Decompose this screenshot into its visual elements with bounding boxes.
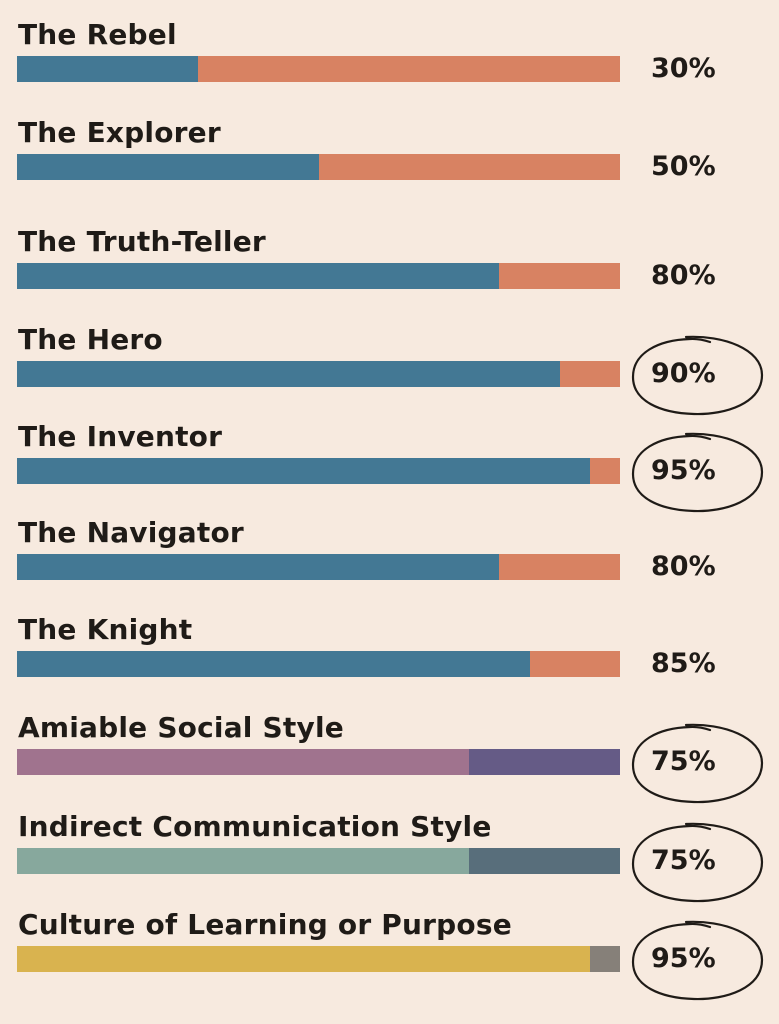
category-label: The Truth-Teller — [18, 225, 266, 258]
bar-row: Indirect Communication Style 75% — [0, 810, 779, 903]
bar-track — [17, 554, 620, 580]
bar-remainder-segment — [319, 154, 620, 180]
hand-drawn-circle — [631, 920, 764, 1001]
bar-row: The Inventor 95% — [0, 420, 779, 513]
hand-drawn-circle — [631, 432, 764, 513]
category-label: The Explorer — [18, 116, 221, 149]
bar-row: The Truth-Teller 80% — [0, 225, 779, 315]
bar-row: The Navigator 80% — [0, 516, 779, 606]
bar-remainder-segment — [499, 263, 620, 289]
bar-track — [17, 946, 620, 972]
bar-value-segment — [17, 154, 319, 180]
circle-stroke — [631, 723, 764, 804]
category-label: The Knight — [18, 613, 193, 646]
value-label: 30% — [651, 53, 716, 84]
category-label: Amiable Social Style — [18, 711, 344, 744]
bar-value-segment — [17, 458, 590, 484]
bar-value-segment — [17, 56, 198, 82]
hand-drawn-circle — [631, 335, 764, 416]
category-label: The Hero — [18, 323, 163, 356]
bar-value-segment — [17, 848, 469, 874]
bar-remainder-segment — [469, 749, 620, 775]
bar-row: Amiable Social Style 75% — [0, 711, 779, 804]
bar-row: The Knight 85% — [0, 613, 779, 703]
bar-value-segment — [17, 361, 560, 387]
bar-track — [17, 848, 620, 874]
value-label: 95% — [651, 455, 716, 486]
bar-track — [17, 154, 620, 180]
bar-track — [17, 263, 620, 289]
category-label: The Navigator — [18, 516, 244, 549]
circle-stroke — [631, 822, 764, 903]
category-label: The Rebel — [18, 18, 177, 51]
category-label: The Inventor — [18, 420, 223, 453]
circle-stroke — [631, 920, 764, 1001]
bar-row: The Rebel 30% — [0, 18, 779, 108]
value-label: 90% — [651, 358, 716, 389]
bar-remainder-segment — [560, 361, 620, 387]
bar-track — [17, 749, 620, 775]
value-label: 85% — [651, 648, 716, 679]
bar-remainder-segment — [590, 458, 620, 484]
bar-track — [17, 458, 620, 484]
bar-remainder-segment — [499, 554, 620, 580]
bar-row: The Hero 90% — [0, 323, 779, 416]
category-label: Culture of Learning or Purpose — [18, 908, 512, 941]
bar-track — [17, 651, 620, 677]
bar-value-segment — [17, 263, 499, 289]
value-label: 80% — [651, 260, 716, 291]
hand-drawn-circle — [631, 723, 764, 804]
value-label: 75% — [651, 746, 716, 777]
bar-value-segment — [17, 651, 530, 677]
circle-stroke — [631, 432, 764, 513]
value-label: 95% — [651, 943, 716, 974]
bar-value-segment — [17, 554, 499, 580]
circle-stroke — [631, 335, 764, 416]
value-label: 80% — [651, 551, 716, 582]
bar-remainder-segment — [198, 56, 620, 82]
bar-row: Culture of Learning or Purpose 95% — [0, 908, 779, 1001]
bar-track — [17, 361, 620, 387]
bar-value-segment — [17, 946, 590, 972]
value-label: 75% — [651, 845, 716, 876]
bar-row: The Explorer 50% — [0, 116, 779, 206]
bar-value-segment — [17, 749, 469, 775]
bar-remainder-segment — [590, 946, 620, 972]
hand-drawn-circle — [631, 822, 764, 903]
bar-track — [17, 56, 620, 82]
category-label: Indirect Communication Style — [18, 810, 492, 843]
bar-remainder-segment — [469, 848, 620, 874]
bar-remainder-segment — [530, 651, 620, 677]
value-label: 50% — [651, 151, 716, 182]
